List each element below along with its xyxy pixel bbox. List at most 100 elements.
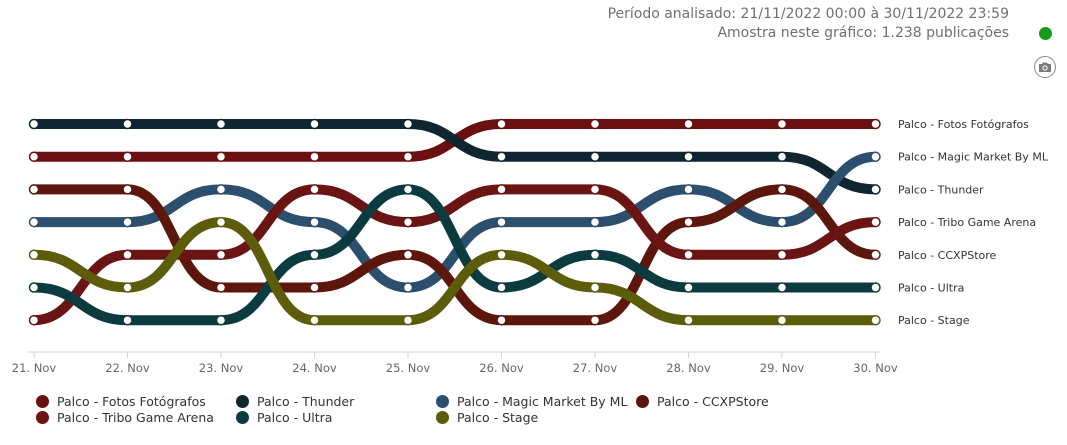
data-point-palco-stage[interactable] xyxy=(683,314,694,326)
x-tick-label: 29. Nov xyxy=(760,361,805,375)
data-point-palco-ccxpstore[interactable] xyxy=(776,184,788,195)
data-point-palco-thunder[interactable] xyxy=(215,118,227,130)
legend-item-palco-thunder[interactable]: Palco - Thunder xyxy=(236,394,354,409)
data-point-palco-tribo-game-arena[interactable] xyxy=(589,184,601,195)
data-point-palco-thunder[interactable] xyxy=(496,151,507,162)
x-tick-label: 27. Nov xyxy=(573,361,618,375)
data-point-palco-fotos-fotografos[interactable] xyxy=(496,118,507,130)
data-point-palco-tribo-game-arena[interactable] xyxy=(683,249,694,261)
data-point-palco-ultra[interactable] xyxy=(215,314,227,326)
data-point-palco-magic-market-by-ml[interactable] xyxy=(776,216,788,228)
status-indicator xyxy=(1039,27,1052,40)
legend-item-palco-ccxpstore[interactable]: Palco - CCXPStore xyxy=(636,394,769,409)
data-point-palco-magic-market-by-ml[interactable] xyxy=(309,216,320,228)
data-point-palco-ccxpstore[interactable] xyxy=(402,249,414,261)
x-tick-label: 21. Nov xyxy=(12,361,57,375)
data-point-palco-magic-market-by-ml[interactable] xyxy=(402,282,414,293)
data-point-palco-stage[interactable] xyxy=(28,249,40,261)
data-point-palco-magic-market-by-ml[interactable] xyxy=(589,216,601,228)
data-point-palco-thunder[interactable] xyxy=(776,151,788,162)
data-point-palco-ccxpstore[interactable] xyxy=(496,314,507,326)
data-point-palco-stage[interactable] xyxy=(589,282,601,293)
camera-button[interactable] xyxy=(1034,56,1056,78)
x-tick-label: 28. Nov xyxy=(666,361,711,375)
data-point-palco-stage[interactable] xyxy=(215,216,227,228)
data-point-palco-stage[interactable] xyxy=(776,314,788,326)
x-tick-label: 22. Nov xyxy=(105,361,150,375)
data-point-palco-thunder[interactable] xyxy=(122,118,133,130)
data-point-palco-magic-market-by-ml[interactable] xyxy=(496,216,507,228)
data-point-palco-ccxpstore[interactable] xyxy=(309,282,320,293)
data-point-palco-thunder[interactable] xyxy=(402,118,414,130)
data-point-palco-stage[interactable] xyxy=(122,282,133,293)
series-line-palco-thunder[interactable] xyxy=(29,118,881,195)
data-point-palco-fotos-fotografos[interactable] xyxy=(589,118,601,130)
data-point-palco-fotos-fotografos[interactable] xyxy=(28,151,40,162)
data-point-palco-stage[interactable] xyxy=(870,314,881,326)
data-point-palco-stage[interactable] xyxy=(309,314,320,326)
data-point-palco-tribo-game-arena[interactable] xyxy=(309,184,320,195)
data-point-palco-ultra[interactable] xyxy=(870,282,881,293)
data-point-palco-ccxpstore[interactable] xyxy=(122,184,133,195)
data-point-palco-thunder[interactable] xyxy=(28,118,40,130)
series-line-palco-stage[interactable] xyxy=(29,217,881,326)
legend-item-palco-tribo-game-arena[interactable]: Palco - Tribo Game Arena xyxy=(36,410,214,425)
sample-info: Amostra neste gráfico: 1.238 publicações xyxy=(717,25,1009,41)
data-point-palco-fotos-fotografos[interactable] xyxy=(683,118,694,130)
data-point-palco-thunder[interactable] xyxy=(309,118,320,130)
data-point-palco-tribo-game-arena[interactable] xyxy=(870,216,881,228)
data-point-palco-ultra[interactable] xyxy=(683,282,694,293)
series-line-palco-magic-market-by-ml[interactable] xyxy=(29,151,881,293)
legend-item-palco-magic-market-by-ml[interactable]: Palco - Magic Market By ML xyxy=(436,394,627,409)
data-point-palco-fotos-fotografos[interactable] xyxy=(870,118,881,130)
data-point-palco-magic-market-by-ml[interactable] xyxy=(683,184,694,195)
data-point-palco-tribo-game-arena[interactable] xyxy=(496,184,507,195)
series-line-palco-ultra[interactable] xyxy=(29,184,881,326)
data-point-palco-fotos-fotografos[interactable] xyxy=(215,151,227,162)
data-point-palco-ccxpstore[interactable] xyxy=(215,282,227,293)
data-point-palco-ccxpstore[interactable] xyxy=(589,314,601,326)
data-point-palco-tribo-game-arena[interactable] xyxy=(28,314,40,326)
data-point-palco-ultra[interactable] xyxy=(402,184,414,195)
data-point-palco-fotos-fotografos[interactable] xyxy=(309,151,320,162)
data-point-palco-fotos-fotografos[interactable] xyxy=(402,151,414,162)
data-point-palco-thunder[interactable] xyxy=(870,184,881,195)
legend-item-palco-ultra[interactable]: Palco - Ultra xyxy=(236,410,332,425)
data-point-palco-ultra[interactable] xyxy=(28,282,40,293)
legend-label: Palco - Stage xyxy=(457,410,539,425)
data-point-palco-fotos-fotografos[interactable] xyxy=(776,118,788,130)
data-point-palco-ultra[interactable] xyxy=(122,314,133,326)
data-point-palco-thunder[interactable] xyxy=(589,151,601,162)
data-point-palco-ultra[interactable] xyxy=(589,249,601,261)
data-point-palco-ultra[interactable] xyxy=(496,282,507,293)
data-point-palco-ultra[interactable] xyxy=(309,249,320,261)
data-point-palco-fotos-fotografos[interactable] xyxy=(122,151,133,162)
rank-label: Palco - Stage xyxy=(898,314,970,327)
data-point-palco-magic-market-by-ml[interactable] xyxy=(28,216,40,228)
legend-swatch xyxy=(636,395,649,408)
data-point-palco-ccxpstore[interactable] xyxy=(28,184,40,195)
rank-label: Palco - Magic Market By ML xyxy=(898,151,1049,164)
data-point-palco-magic-market-by-ml[interactable] xyxy=(122,216,133,228)
data-point-palco-thunder[interactable] xyxy=(683,151,694,162)
rank-label: Palco - Ultra xyxy=(898,282,964,295)
legend-label: Palco - Ultra xyxy=(257,410,333,425)
legend-swatch xyxy=(236,395,249,408)
data-point-palco-magic-market-by-ml[interactable] xyxy=(215,184,227,195)
data-point-palco-stage[interactable] xyxy=(402,314,414,326)
data-point-palco-ccxpstore[interactable] xyxy=(870,249,881,261)
data-point-palco-ccxpstore[interactable] xyxy=(683,216,694,228)
rank-label: Palco - CCXPStore xyxy=(898,249,997,262)
data-point-palco-tribo-game-arena[interactable] xyxy=(122,249,133,261)
legend-item-palco-stage[interactable]: Palco - Stage xyxy=(436,410,538,425)
period-info: Período analisado: 21/11/2022 00:00 à 30… xyxy=(607,6,1009,22)
data-point-palco-ultra[interactable] xyxy=(776,282,788,293)
legend-swatch xyxy=(436,395,449,408)
data-point-palco-magic-market-by-ml[interactable] xyxy=(870,151,881,162)
rank-label: Palco - Thunder xyxy=(898,183,984,196)
data-point-palco-tribo-game-arena[interactable] xyxy=(402,216,414,228)
data-point-palco-stage[interactable] xyxy=(496,249,507,261)
legend-item-palco-fotos-fotografos[interactable]: Palco - Fotos Fotógrafos xyxy=(36,394,206,409)
data-point-palco-tribo-game-arena[interactable] xyxy=(215,249,227,261)
data-point-palco-tribo-game-arena[interactable] xyxy=(776,249,788,261)
